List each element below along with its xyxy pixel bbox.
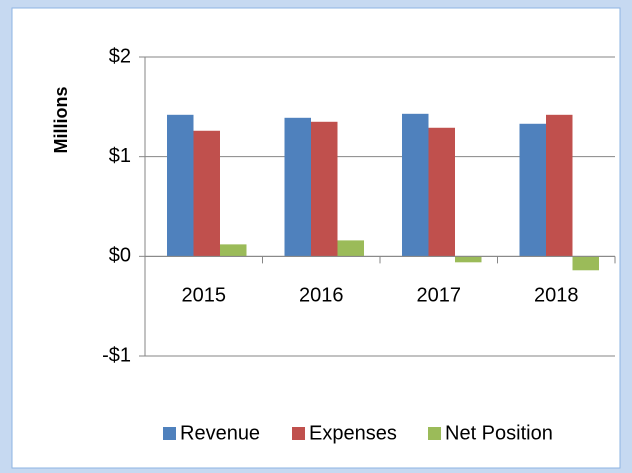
legend-swatch bbox=[292, 427, 305, 440]
x-tick-label: 2016 bbox=[299, 285, 344, 307]
bar bbox=[311, 121, 338, 257]
bar bbox=[193, 130, 220, 257]
y-tick-label: $2 bbox=[109, 45, 131, 67]
y-axis-label: Millions bbox=[51, 87, 71, 154]
bar bbox=[428, 127, 455, 257]
bar bbox=[402, 113, 429, 257]
y-tick-label: $1 bbox=[109, 145, 131, 167]
bar bbox=[572, 256, 599, 271]
y-tick-label: -$1 bbox=[102, 344, 131, 366]
x-tick-label: 2018 bbox=[534, 285, 579, 307]
x-tick-label: 2015 bbox=[182, 285, 227, 307]
legend-swatch bbox=[163, 427, 176, 440]
bar bbox=[337, 240, 364, 257]
bar bbox=[167, 114, 194, 257]
legend-swatch bbox=[428, 427, 441, 440]
bar bbox=[519, 123, 546, 257]
bar bbox=[284, 117, 311, 257]
bar bbox=[455, 256, 482, 263]
x-tick-label: 2017 bbox=[417, 285, 462, 307]
bar bbox=[546, 114, 573, 257]
legend-label: Net Position bbox=[445, 422, 553, 444]
bar bbox=[220, 244, 247, 257]
legend-label: Expenses bbox=[309, 422, 397, 444]
y-tick-label: $0 bbox=[109, 245, 131, 267]
legend-label: Revenue bbox=[180, 422, 260, 444]
